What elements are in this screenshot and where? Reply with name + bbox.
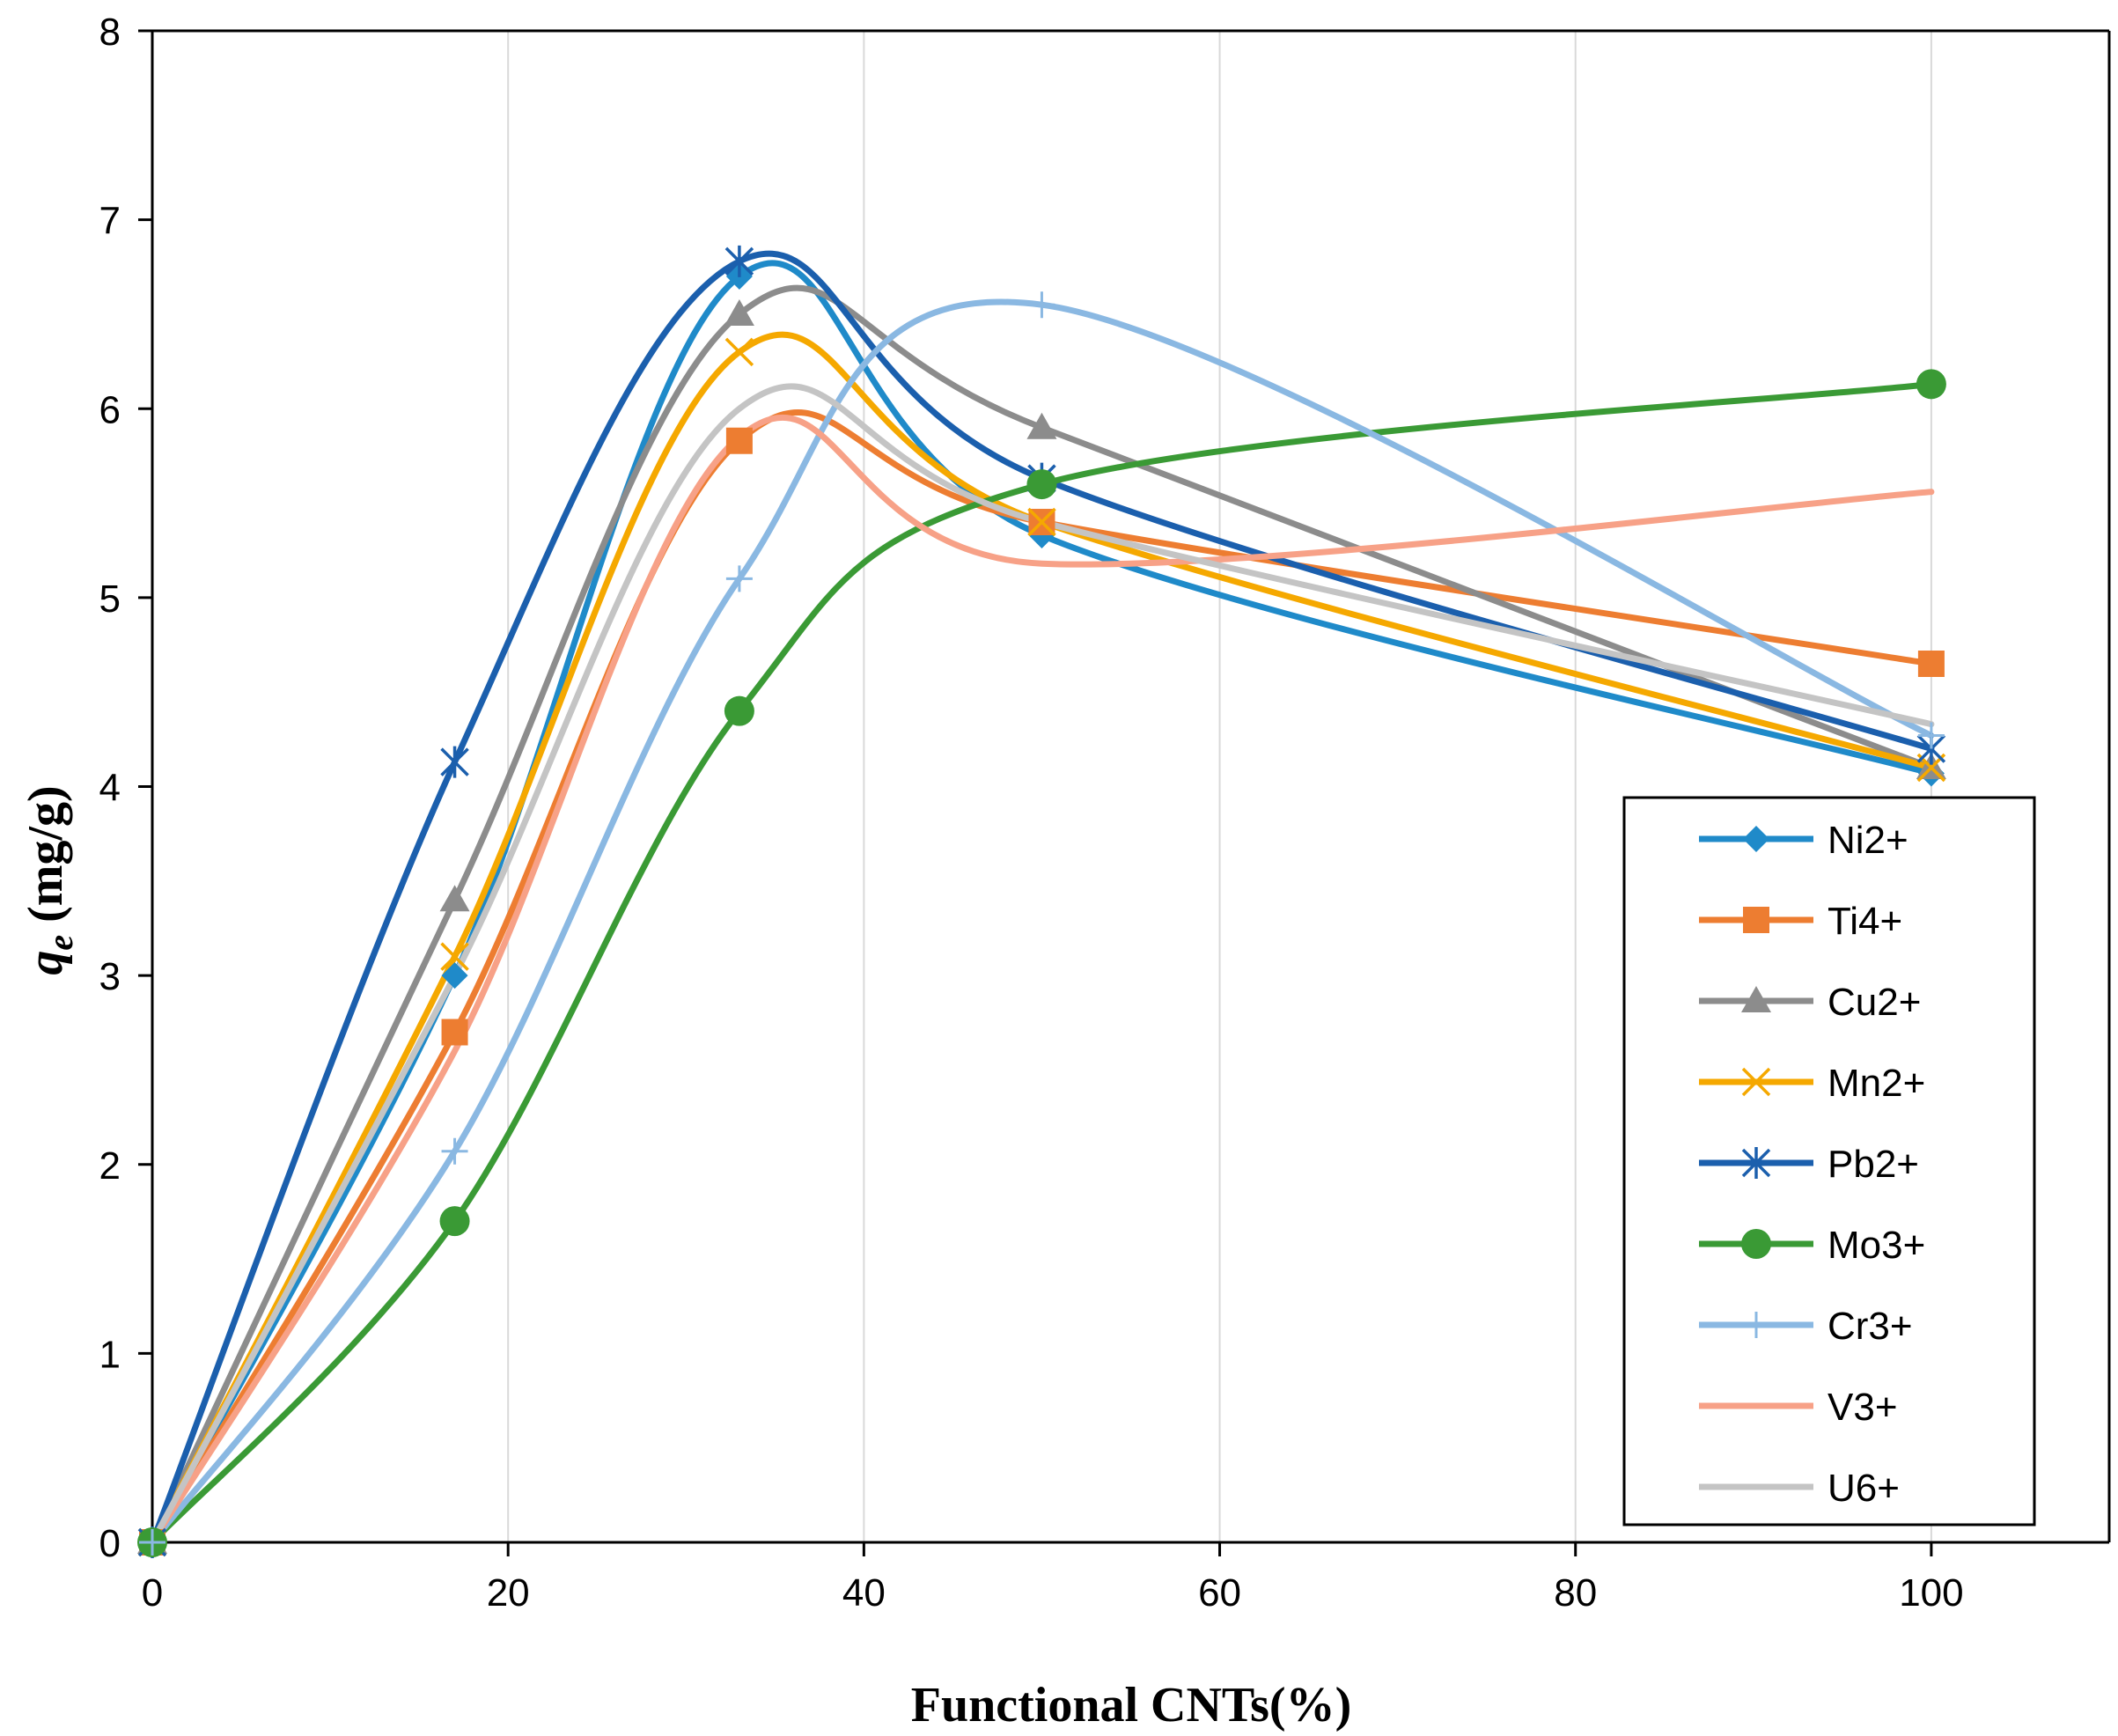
data-point-cr3 xyxy=(1028,291,1055,319)
data-point-cr3 xyxy=(441,1137,468,1165)
legend-items: Ni2+ Ti4+ Cu2+ Mn2+ Pb2+ Mo3+ Cr3+ V3+ U6+ xyxy=(1699,819,1925,1510)
legend-marker-ni2 xyxy=(1743,826,1769,852)
x-tick-label: 100 xyxy=(1899,1571,1963,1615)
data-point-ti4 xyxy=(441,1019,468,1046)
data-point-mo3 xyxy=(1026,469,1057,500)
data-point-ti4 xyxy=(725,427,753,454)
legend-label-u6: U6+ xyxy=(1828,1467,1900,1510)
legend-marker-mn2 xyxy=(1741,1067,1771,1097)
data-point-cr3 xyxy=(139,1529,165,1556)
data-point-cu2 xyxy=(1026,412,1057,439)
x-tick-label: 60 xyxy=(1198,1571,1241,1615)
y-axis-title-subscript: e xyxy=(40,935,80,951)
legend-marker-ti4 xyxy=(1743,907,1769,933)
series-line-u6 xyxy=(149,383,1935,1546)
series-line-cr3 xyxy=(149,298,1935,1546)
data-point-mn2 xyxy=(440,942,469,971)
data-point-cr3 xyxy=(725,565,753,592)
legend-label-cu2: Cu2+ xyxy=(1828,981,1921,1024)
y-tick-labels: 0 1 2 3 4 5 6 7 8 xyxy=(99,11,152,1565)
x-axis-title: Functional CNTs(%) xyxy=(911,1678,1351,1732)
legend-label-mo3: Mo3+ xyxy=(1828,1224,1925,1267)
legend-label-mn2: Mn2+ xyxy=(1828,1062,1925,1105)
y-axis-title-symbol: q xyxy=(18,951,73,975)
data-point-mn2 xyxy=(1027,507,1056,537)
y-tick-label: 8 xyxy=(99,11,121,54)
legend-marker-cr3 xyxy=(1743,1312,1769,1338)
x-tick-label: 20 xyxy=(487,1571,530,1615)
y-axis-title: qe (mg/g) xyxy=(18,785,80,975)
legend-marker-pb2 xyxy=(1741,1147,1771,1179)
data-point-cu2 xyxy=(724,298,754,326)
y-tick-label: 4 xyxy=(99,767,121,810)
y-tick-label: 5 xyxy=(99,577,121,621)
markers-layer xyxy=(137,245,1946,1558)
x-tick-label: 40 xyxy=(842,1571,886,1615)
y-tick-label: 6 xyxy=(99,388,121,431)
legend-box xyxy=(1622,796,2036,1526)
y-tick-label: 2 xyxy=(99,1144,121,1188)
legend-marker-mo3 xyxy=(1741,1229,1771,1259)
legend-label-ti4: Ti4+ xyxy=(1828,900,1902,943)
legend-label-ni2: Ni2+ xyxy=(1828,819,1908,862)
legend-label-pb2: Pb2+ xyxy=(1828,1143,1919,1186)
vertical-gridlines xyxy=(507,31,1932,1542)
data-point-cu2 xyxy=(439,885,470,912)
x-tick-label: 0 xyxy=(142,1571,163,1615)
legend: Ni2+ Ti4+ Cu2+ Mn2+ Pb2+ Mo3+ Cr3+ V3+ U6+ xyxy=(1622,796,2036,1526)
x-tick-label: 80 xyxy=(1554,1571,1597,1615)
data-point-pb2 xyxy=(724,245,754,277)
y-axis-title-units: (mg/g) xyxy=(18,785,73,935)
data-point-mo3 xyxy=(439,1206,470,1237)
data-point-ti4 xyxy=(1917,650,1945,677)
data-point-mn2 xyxy=(724,337,754,367)
legend-label-cr3: Cr3+ xyxy=(1828,1305,1913,1348)
y-tick-label: 3 xyxy=(99,955,121,998)
data-point-cr3 xyxy=(1917,722,1945,749)
data-point-pb2 xyxy=(440,746,469,778)
data-point-mo3 xyxy=(1916,369,1946,400)
legend-marker-cu2 xyxy=(1741,986,1771,1012)
data-point-ni2 xyxy=(441,962,468,989)
y-tick-label: 7 xyxy=(99,200,121,243)
series-line-mo3 xyxy=(149,380,1935,1546)
legend-label-v3: V3+ xyxy=(1828,1386,1898,1429)
y-tick-label: 0 xyxy=(99,1522,121,1565)
data-point-mo3 xyxy=(724,695,754,726)
y-tick-label: 1 xyxy=(99,1333,121,1376)
axes xyxy=(151,29,2111,1544)
